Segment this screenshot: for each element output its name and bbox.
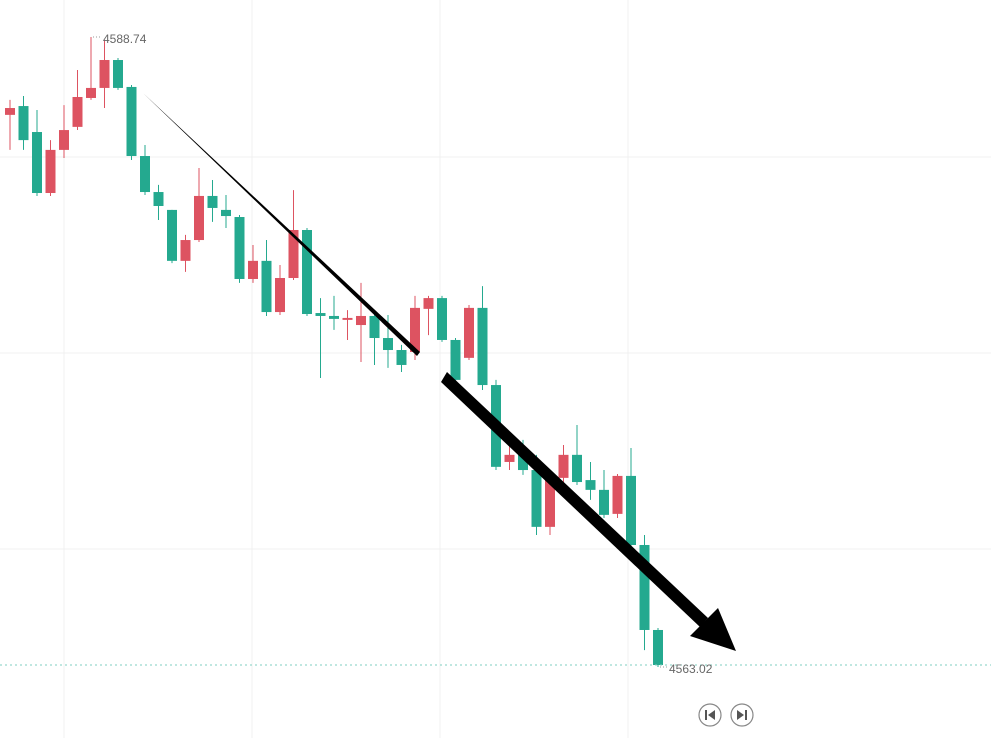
arrow-thin bbox=[143, 93, 420, 356]
candle-body bbox=[653, 629, 663, 666]
candle-body bbox=[612, 475, 623, 514]
candle-body bbox=[450, 339, 461, 380]
candle-body bbox=[504, 454, 515, 462]
next-button[interactable] bbox=[730, 703, 754, 727]
candle-body bbox=[234, 217, 245, 279]
high-label: 4588.74 bbox=[103, 32, 147, 46]
candle-body bbox=[113, 60, 123, 88]
arrow-head bbox=[690, 608, 736, 651]
candle-body bbox=[221, 209, 231, 217]
candle-body bbox=[32, 132, 42, 194]
trend-arrow bbox=[143, 93, 736, 651]
candle-body bbox=[126, 86, 137, 157]
playback-controls bbox=[698, 703, 754, 727]
candle-body bbox=[194, 195, 204, 241]
candle-body bbox=[531, 470, 542, 527]
candles bbox=[5, 36, 663, 667]
candle-body bbox=[45, 149, 56, 194]
arrow-shaft bbox=[441, 372, 708, 627]
candle-body bbox=[599, 489, 609, 515]
candle-body bbox=[437, 298, 447, 340]
candle-body bbox=[572, 454, 582, 483]
candle-body bbox=[315, 313, 326, 316]
candle-body bbox=[288, 229, 299, 279]
candle-body bbox=[248, 260, 258, 279]
candle-body bbox=[153, 192, 164, 206]
candle-body bbox=[99, 60, 110, 88]
candle-body bbox=[5, 108, 15, 115]
candle-body bbox=[464, 307, 474, 358]
candle-body bbox=[72, 96, 83, 127]
candle-body bbox=[302, 229, 312, 315]
candle-body bbox=[477, 307, 488, 386]
candle-body bbox=[585, 480, 596, 490]
candle-body bbox=[383, 338, 393, 351]
candle-body bbox=[423, 298, 434, 309]
low-label: 4563.02 bbox=[669, 662, 713, 676]
candle-body bbox=[140, 156, 150, 193]
candle-body bbox=[639, 544, 650, 630]
candle-body bbox=[356, 315, 366, 326]
candle-body bbox=[86, 87, 96, 98]
candle-body bbox=[518, 454, 528, 471]
candle-body bbox=[275, 278, 285, 313]
candle-body bbox=[167, 209, 177, 261]
candle-body bbox=[545, 477, 555, 527]
candle-body bbox=[626, 475, 636, 545]
prev-button[interactable] bbox=[698, 703, 722, 727]
candle-body bbox=[396, 350, 407, 365]
candle-body bbox=[410, 307, 420, 352]
candle-body bbox=[342, 317, 353, 320]
candle-body bbox=[369, 315, 380, 339]
candle-body bbox=[180, 240, 191, 261]
candle-body bbox=[558, 454, 569, 478]
candle-body bbox=[261, 260, 272, 313]
candle-body bbox=[329, 315, 339, 319]
candle-body bbox=[18, 106, 29, 141]
candle-body bbox=[207, 195, 218, 208]
candle-body bbox=[59, 130, 69, 150]
